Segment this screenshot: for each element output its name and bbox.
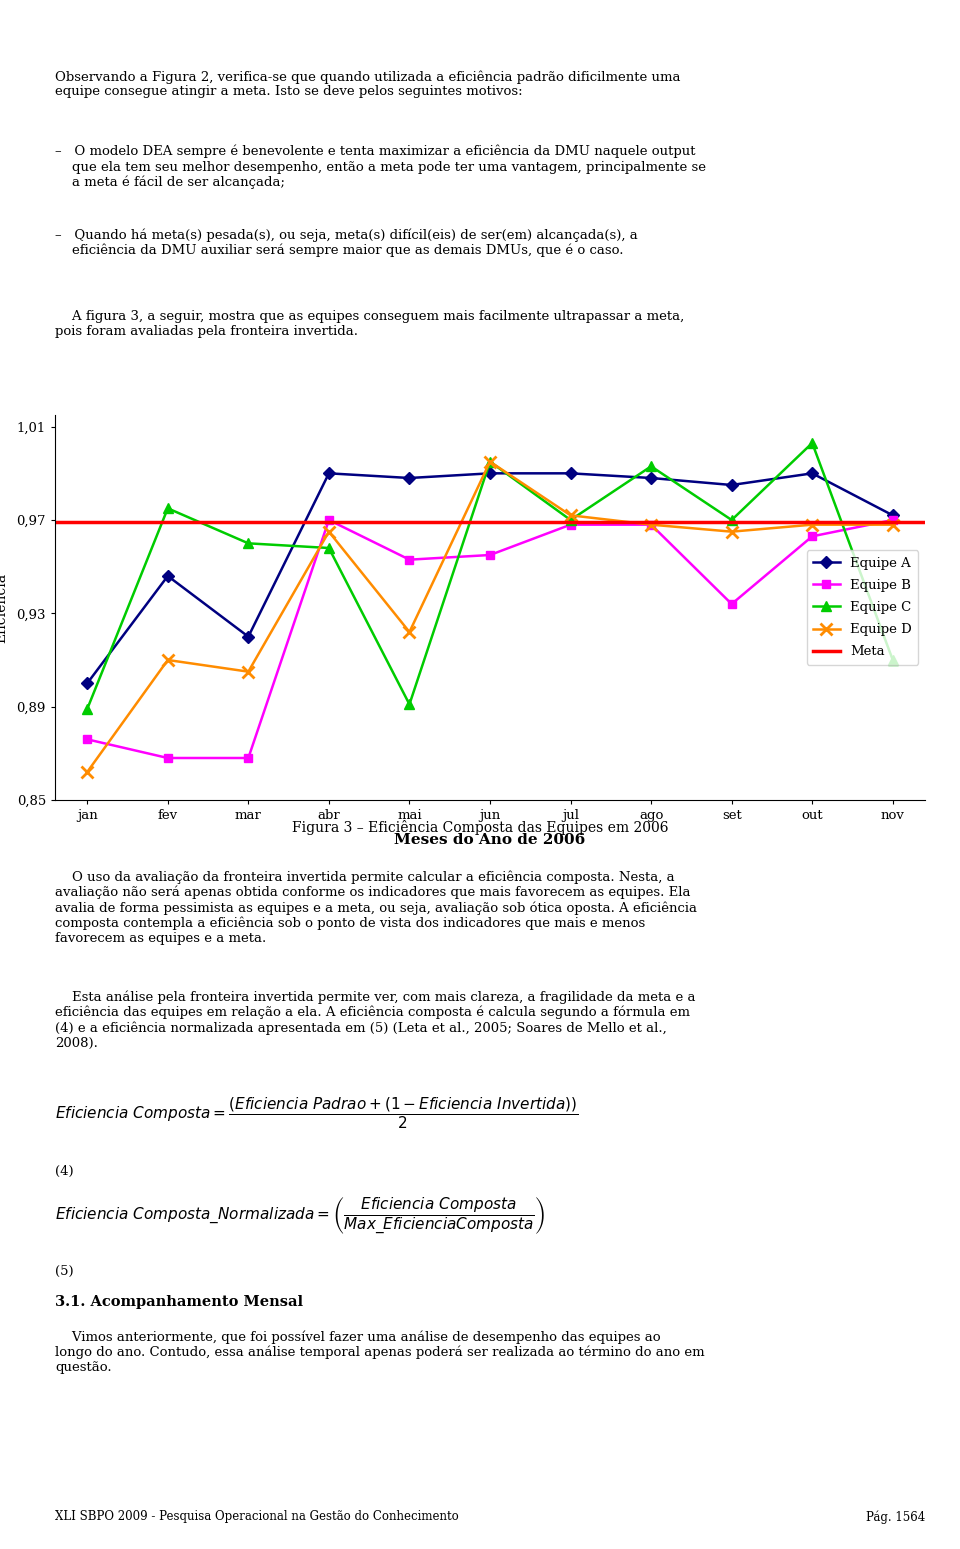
Equipe A	[645, 469, 657, 488]
Equipe C	[564, 511, 576, 530]
Equipe C	[243, 534, 254, 553]
Equipe D	[324, 522, 335, 541]
Equipe C	[887, 651, 899, 669]
Equipe A	[484, 465, 495, 483]
Equipe B	[82, 730, 93, 748]
Text: (5): (5)	[55, 1266, 74, 1278]
Equipe D	[726, 522, 737, 541]
Equipe A	[887, 507, 899, 525]
Equipe A	[162, 567, 174, 586]
Line: Equipe D: Equipe D	[82, 455, 899, 778]
Equipe C	[82, 700, 93, 719]
Line: Equipe B: Equipe B	[84, 516, 897, 762]
Text: $\mathit{Eficiencia\ Composta} = \dfrac{\left(\mathit{Eficiencia\ Padrao}+\left(: $\mathit{Eficiencia\ Composta} = \dfrac{…	[55, 1095, 579, 1131]
Equipe D	[404, 623, 416, 641]
Text: Pág. 1564: Pág. 1564	[866, 1510, 925, 1524]
Legend: Equipe A, Equipe B, Equipe C, Equipe D, Meta: Equipe A, Equipe B, Equipe C, Equipe D, …	[806, 550, 919, 665]
Equipe C	[404, 696, 416, 714]
Equipe C	[484, 452, 495, 471]
Text: XLI SBPO 2009 - Pesquisa Operacional na Gestão do Conhecimento: XLI SBPO 2009 - Pesquisa Operacional na …	[55, 1510, 459, 1523]
Equipe B	[162, 748, 174, 767]
Equipe B	[324, 511, 335, 530]
Y-axis label: Eficiência: Eficiência	[0, 573, 8, 643]
Equipe A	[324, 465, 335, 483]
Text: Figura 3 – Eficiência Composta das Equipes em 2006: Figura 3 – Eficiência Composta das Equip…	[292, 819, 668, 835]
Equipe A	[806, 465, 818, 483]
Equipe D	[887, 516, 899, 534]
Equipe A	[82, 674, 93, 692]
Equipe D	[645, 516, 657, 534]
Text: (4): (4)	[55, 1165, 74, 1177]
Meta	[82, 513, 93, 531]
Equipe C	[645, 457, 657, 476]
Text: 3.1. Acompanhamento Mensal: 3.1. Acompanhamento Mensal	[55, 1295, 303, 1309]
Meta	[162, 513, 174, 531]
Equipe A	[726, 476, 737, 494]
Equipe D	[484, 452, 495, 471]
Equipe C	[324, 539, 335, 558]
Text: O uso da avaliação da fronteira invertida permite calcular a eficiência composta: O uso da avaliação da fronteira invertid…	[55, 871, 697, 945]
Equipe D	[243, 663, 254, 682]
Equipe C	[162, 499, 174, 517]
Text: Esta análise pela fronteira invertida permite ver, com mais clareza, a fragilida: Esta análise pela fronteira invertida pe…	[55, 990, 695, 1050]
Equipe B	[645, 516, 657, 534]
Equipe B	[726, 595, 737, 613]
Equipe B	[484, 545, 495, 564]
X-axis label: Meses do Ano de 2006: Meses do Ano de 2006	[395, 833, 586, 847]
Equipe B	[806, 527, 818, 545]
Equipe B	[564, 516, 576, 534]
Equipe D	[162, 651, 174, 669]
Line: Equipe A: Equipe A	[84, 469, 897, 688]
Text: Observando a Figura 2, verifica-se que quando utilizada a eficiência padrão difi: Observando a Figura 2, verifica-se que q…	[55, 70, 681, 99]
Text: $\mathit{Eficiencia\ Composta\_Normalizada} = \left(\dfrac{\mathit{Eficiencia\ C: $\mathit{Eficiencia\ Composta\_Normaliza…	[55, 1194, 545, 1236]
Text: A figura 3, a seguir, mostra que as equipes conseguem mais facilmente ultrapassa: A figura 3, a seguir, mostra que as equi…	[55, 310, 684, 338]
Equipe D	[806, 516, 818, 534]
Text: Vimos anteriormente, que foi possível fazer uma análise de desempenho das equipe: Vimos anteriormente, que foi possível fa…	[55, 1331, 705, 1374]
Equipe A	[404, 469, 416, 488]
Equipe C	[806, 434, 818, 452]
Text: –   Quando há meta(s) pesada(s), ou seja, meta(s) difícil(eis) de ser(em) alcanç: – Quando há meta(s) pesada(s), ou seja, …	[55, 228, 637, 257]
Equipe C	[726, 511, 737, 530]
Equipe D	[564, 507, 576, 525]
Equipe B	[404, 550, 416, 568]
Equipe A	[564, 465, 576, 483]
Equipe B	[243, 748, 254, 767]
Equipe B	[887, 511, 899, 530]
Line: Equipe C: Equipe C	[83, 438, 898, 714]
Text: –   O modelo DEA sempre é benevolente e tenta maximizar a eficiência da DMU naqu: – O modelo DEA sempre é benevolente e te…	[55, 146, 706, 189]
Equipe A	[243, 627, 254, 646]
Equipe D	[82, 762, 93, 781]
